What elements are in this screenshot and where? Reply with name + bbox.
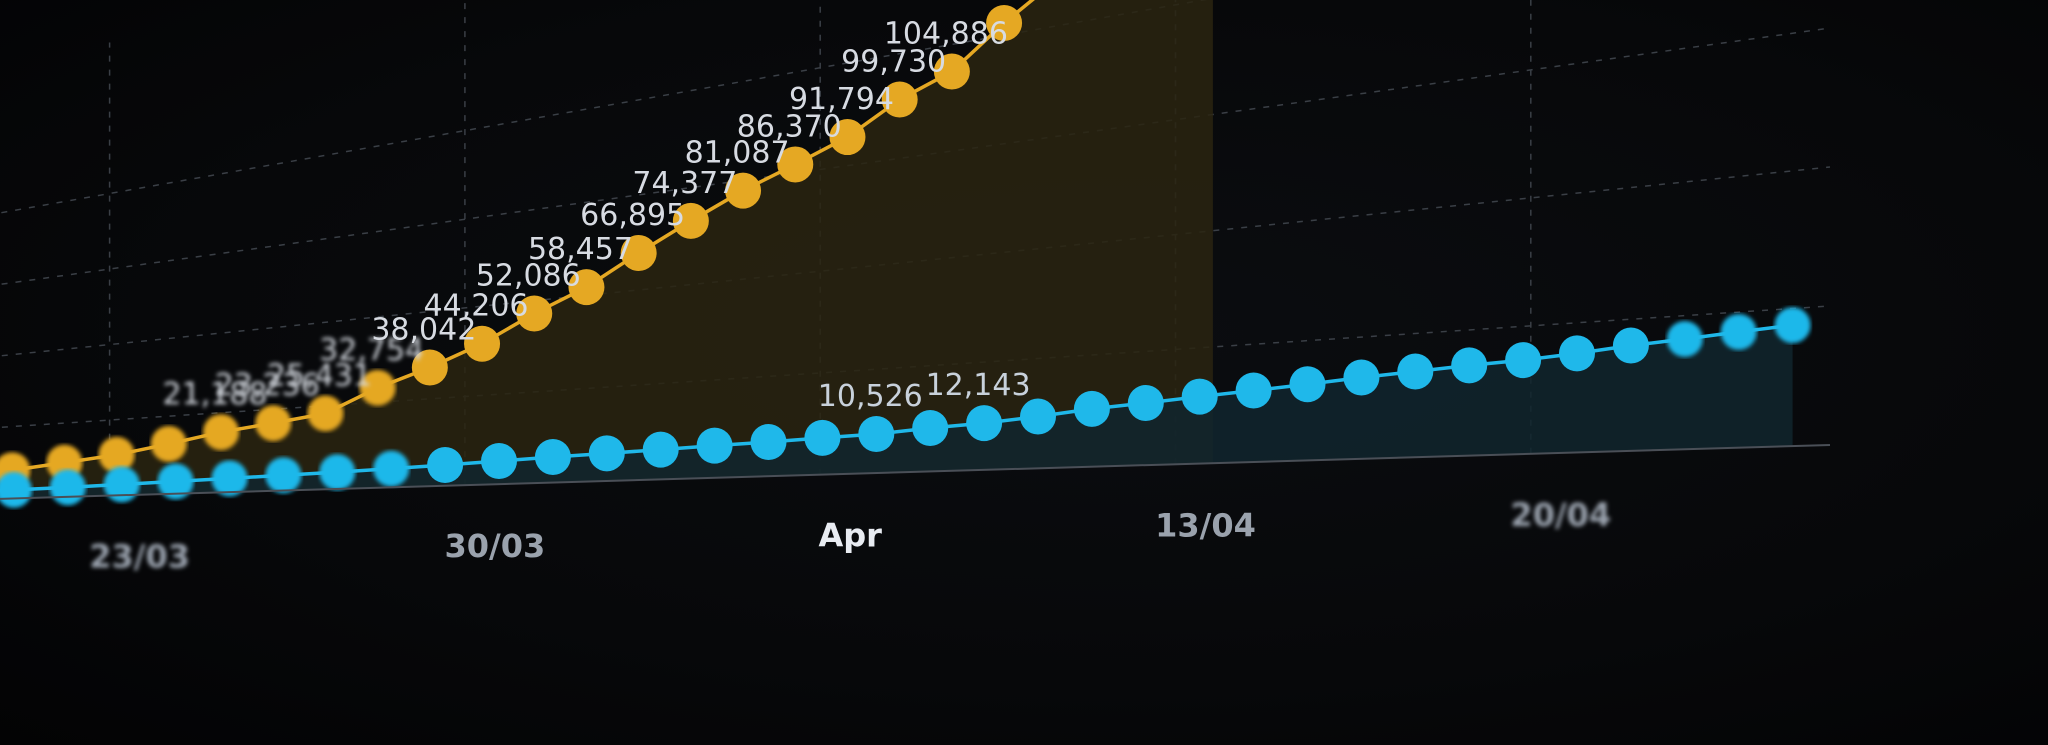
series-1-point (464, 325, 501, 362)
series-2-point (1181, 378, 1218, 415)
series-2-point (588, 435, 625, 472)
data-label: 12,143 (926, 368, 1031, 403)
data-label: 10,526 (818, 379, 923, 414)
series-2-point (373, 450, 410, 487)
series-1-point (933, 53, 970, 90)
series-2-area (0, 325, 1793, 499)
data-label: 99,730 (841, 45, 946, 80)
series-2-point (750, 423, 787, 460)
series-2-point (1073, 390, 1110, 427)
series-2-point (265, 457, 302, 494)
h-gridline (0, 27, 1831, 286)
series-2-point (1289, 366, 1326, 403)
data-label: 32,754 (319, 333, 424, 368)
series-1-point (672, 202, 709, 239)
series-2-point (1235, 372, 1272, 409)
series-2-point (1774, 307, 1811, 344)
series-2-point (157, 463, 194, 500)
series-2-point (1505, 342, 1542, 379)
series-2-point (912, 410, 949, 447)
series-2-point (103, 466, 140, 503)
series-2-point (1397, 353, 1434, 390)
series-1-point (203, 414, 240, 451)
series-1-point (516, 295, 553, 332)
series-2-point (1720, 313, 1757, 350)
data-label: 86,370 (737, 109, 842, 144)
series-1-point (98, 436, 135, 473)
data-label: 21,188 (163, 377, 268, 412)
data-label: 44,206 (424, 289, 529, 324)
data-label: 38,042 (371, 313, 476, 348)
data-label: 25,431 (267, 358, 372, 393)
data-label: 91,794 (789, 82, 894, 117)
series-1-point (725, 172, 762, 209)
series-2-point (966, 405, 1003, 442)
series-2-point (1666, 321, 1703, 358)
series-2-point (534, 438, 571, 475)
series-1-point (411, 349, 448, 386)
x-tick-label: 20/04 (1510, 496, 1611, 534)
series-2-point (1559, 335, 1595, 372)
data-label: 104,886 (884, 17, 1008, 52)
series-1-area (0, 0, 1213, 499)
series-2-point (858, 416, 895, 453)
data-label: 52,086 (476, 258, 581, 293)
data-label: 66,895 (580, 198, 685, 233)
data-label: 74,377 (632, 166, 737, 201)
data-label: 115,158 (936, 0, 1060, 3)
series-1-point (620, 234, 657, 271)
series-1-point (881, 81, 918, 118)
series-1-point (150, 425, 187, 462)
series-2-point (696, 427, 733, 464)
x-tick-label: 13/04 (1155, 506, 1256, 544)
series-1-point (255, 405, 292, 442)
data-label: 58,457 (528, 232, 633, 267)
series-2-point (804, 419, 841, 456)
x-tick-label: 30/03 (445, 527, 546, 565)
x-tick-label: 23/03 (89, 538, 190, 576)
series-2-point (642, 431, 679, 468)
series-1-point (359, 369, 396, 406)
data-label: 81,087 (685, 136, 790, 171)
series-2-point (1451, 347, 1488, 384)
series-2-point (319, 454, 356, 491)
series-1-point (307, 395, 344, 432)
series-2-point (211, 460, 248, 497)
series-1-point (568, 269, 605, 306)
series-2-point (1127, 384, 1164, 421)
series-2-point (427, 447, 464, 484)
series-2-point (1343, 359, 1380, 396)
series-2-point (49, 469, 86, 506)
x-tick-label: Apr (818, 517, 882, 555)
series-2-point (481, 443, 517, 480)
x-axis-line (0, 444, 1831, 500)
data-label: 23,236 (215, 368, 320, 403)
series-2-point (1020, 398, 1056, 435)
series-2-point (1612, 327, 1649, 364)
series-1-point (829, 119, 866, 156)
series-1-point (986, 4, 1023, 41)
series-1-point (777, 146, 814, 183)
